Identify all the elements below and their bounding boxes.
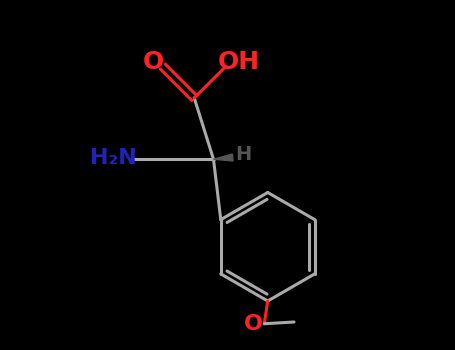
Text: H: H xyxy=(235,145,251,164)
Polygon shape xyxy=(213,154,233,161)
Text: OH: OH xyxy=(218,50,260,74)
Text: O: O xyxy=(244,314,263,334)
Text: O: O xyxy=(142,50,164,74)
Text: H₂N: H₂N xyxy=(91,148,137,168)
